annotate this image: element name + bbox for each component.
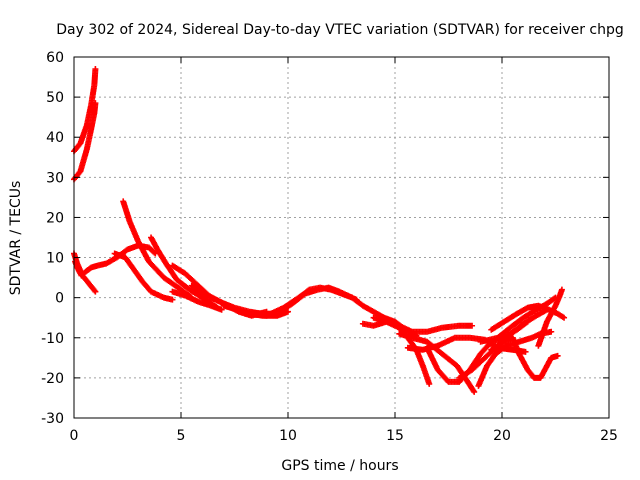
series-arc-8 (169, 288, 225, 313)
data-point-marker (522, 348, 529, 355)
plot-frame (73, 56, 610, 419)
series-arc-2 (71, 100, 99, 183)
y-tick-label: 30 (46, 170, 64, 186)
data-point-marker (471, 388, 478, 395)
data-point-marker (218, 306, 225, 313)
data-point-marker (426, 380, 433, 387)
chart-title: Day 302 of 2024, Sidereal Day-to-day VTE… (56, 22, 624, 38)
data-point-marker (91, 287, 98, 294)
series-arc-7 (148, 234, 221, 311)
data-point-marker (285, 308, 291, 315)
x-tick-label: 25 (600, 428, 618, 444)
y-tick-label: -20 (41, 371, 64, 387)
x-tick-label: 15 (386, 428, 404, 444)
x-tick-label: 20 (493, 428, 511, 444)
y-tick-label: 10 (46, 251, 64, 267)
y-tick-label: 0 (55, 291, 64, 307)
data-point-marker (561, 314, 568, 321)
data-point-marker (554, 352, 561, 359)
y-tick-label: -10 (41, 331, 64, 347)
y-tick-label: 50 (46, 90, 64, 106)
x-tick-label: 5 (177, 428, 186, 444)
data-point-marker (548, 328, 555, 335)
data-point-marker (469, 322, 476, 329)
grid-lines (74, 57, 609, 418)
data-point-marker (169, 296, 176, 303)
series-arc-21 (488, 334, 561, 381)
y-axis-label: SDTVAR / TECUs (8, 181, 24, 296)
data-point-marker (92, 66, 99, 73)
series-arc-24 (477, 294, 559, 345)
series-arc-13 (276, 284, 360, 315)
data-point-marker (92, 100, 99, 107)
x-axis-label: GPS time / hours (281, 458, 398, 474)
x-tick-label: 0 (70, 428, 79, 444)
y-tick-label: 20 (46, 210, 64, 226)
data-point-marker (353, 296, 360, 303)
y-tick-label: 40 (46, 130, 64, 146)
y-tick-label: -30 (41, 411, 64, 427)
data-point-marker (558, 286, 565, 293)
series-arc-6 (111, 250, 176, 303)
data-point-marker (92, 288, 99, 295)
y-tick-label: 60 (46, 50, 64, 66)
axis-ticks: 0 5 10 15 20 25 -30 -20 -10 0 10 20 30 40 50 60 (41, 50, 618, 444)
plot-area (71, 66, 568, 395)
data-point-marker (552, 294, 559, 301)
x-tick-label: 10 (279, 428, 297, 444)
